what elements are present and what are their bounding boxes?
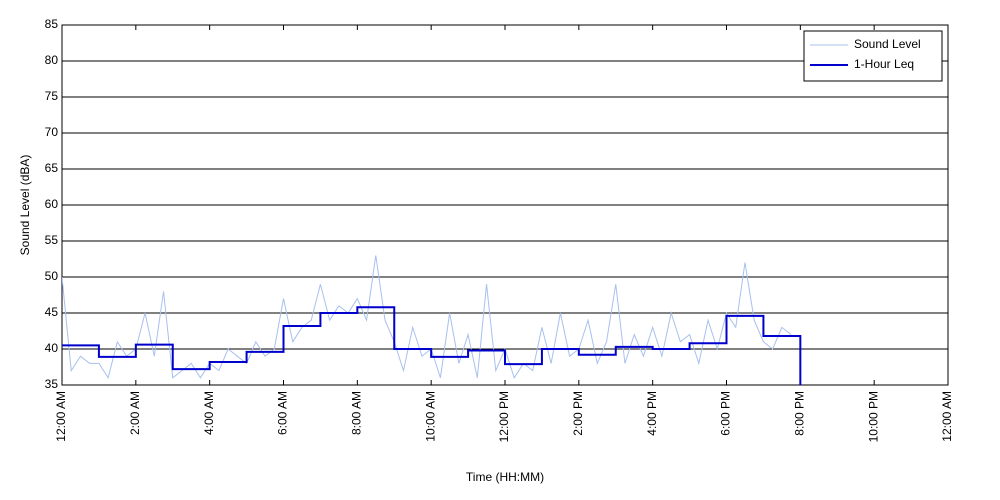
x-tick-label: 8:00 PM [793, 391, 807, 436]
x-tick-label: 2:00 AM [128, 391, 142, 435]
y-tick-label: 50 [45, 269, 59, 283]
x-tick-label: 4:00 AM [202, 391, 216, 435]
legend-label: 1-Hour Leq [854, 57, 914, 71]
legend-box [803, 30, 943, 82]
leq-stairs [62, 306, 802, 385]
series-layer [62, 255, 802, 385]
y-tick-label: 45 [45, 305, 59, 319]
y-axis-label: Sound Level (dBA) [18, 155, 32, 256]
x-tick-label: 8:00 AM [350, 391, 364, 435]
y-tick-label: 85 [45, 17, 59, 31]
x-tick-label: 10:00 PM [866, 391, 880, 442]
x-tick-label: 12:00 AM [940, 391, 954, 442]
x-tick-label: 4:00 PM [645, 391, 659, 436]
x-axis-label: Time (HH:MM) [466, 470, 544, 484]
x-tick-label: 12:00 PM [497, 391, 511, 442]
y-tick-label: 75 [45, 89, 59, 103]
x-tick-label: 12:00 AM [54, 391, 68, 442]
legend-label: Sound Level [854, 37, 921, 51]
x-tick-label: 6:00 AM [276, 391, 290, 435]
x-tick-label: 6:00 PM [719, 391, 733, 436]
x-tick-label: 10:00 AM [423, 391, 437, 442]
y-tick-label: 55 [45, 233, 59, 247]
y-tick-label: 65 [45, 161, 59, 175]
y-tick-label: 80 [45, 53, 59, 67]
y-tick-label: 40 [45, 341, 59, 355]
x-tick-label: 2:00 PM [571, 391, 585, 436]
y-tick-label: 35 [45, 377, 59, 391]
y-tick-label: 60 [45, 197, 59, 211]
plot-frame [61, 24, 949, 386]
y-tick-label: 70 [45, 125, 59, 139]
